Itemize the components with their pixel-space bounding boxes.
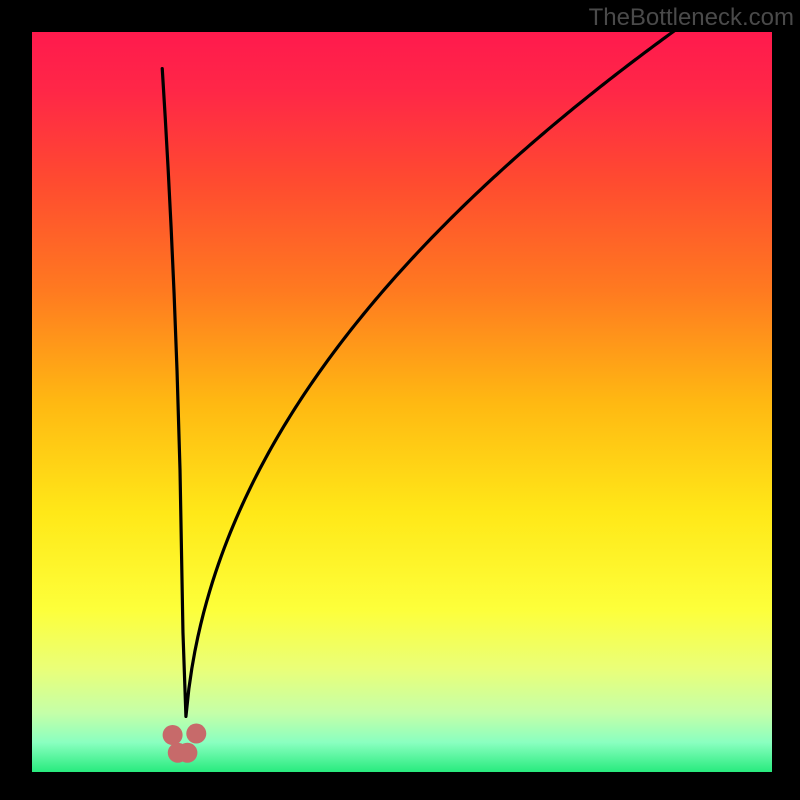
watermark-text: TheBottleneck.com	[589, 4, 794, 32]
plot-background	[32, 32, 772, 772]
chart-frame: TheBottleneck.com	[0, 0, 800, 800]
